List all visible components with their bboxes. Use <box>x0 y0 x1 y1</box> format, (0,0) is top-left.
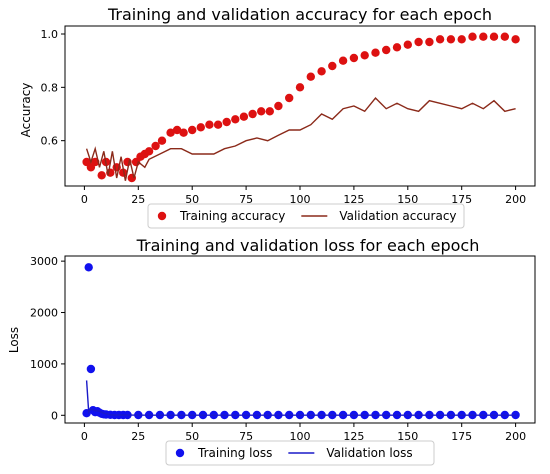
data-point <box>151 141 160 151</box>
data-point <box>328 61 337 71</box>
data-point <box>446 35 456 44</box>
chart-title: Training and validation accuracy for eac… <box>107 5 492 24</box>
data-point <box>360 51 369 60</box>
x-tick-label: 0 <box>81 193 88 206</box>
data-point <box>295 83 305 92</box>
x-tick-label: 100 <box>290 430 311 443</box>
chart-title: Training and validation loss for each ep… <box>136 236 480 255</box>
x-tick-label: 175 <box>451 430 472 443</box>
y-tick-label: 1000 <box>30 358 58 371</box>
y-axis-label: Loss <box>7 327 21 353</box>
legend-marker <box>175 448 185 458</box>
data-point <box>172 125 182 135</box>
y-tick-label: 0 <box>51 409 58 422</box>
y-axis-label: Accuracy <box>19 83 33 138</box>
series-group <box>82 263 520 420</box>
data-point <box>157 136 167 145</box>
data-point <box>86 364 96 374</box>
data-point <box>257 107 266 116</box>
y-tick-label: 0.6 <box>41 135 59 148</box>
data-point <box>457 35 466 44</box>
data-point <box>231 115 240 124</box>
data-point <box>371 48 380 57</box>
data-point <box>119 168 128 177</box>
x-tick-label: 200 <box>505 430 526 443</box>
data-point <box>392 43 402 52</box>
data-point <box>317 67 326 76</box>
data-point <box>414 37 423 47</box>
legend-label: Validation loss <box>326 446 412 460</box>
x-tick-label: 25 <box>131 193 145 206</box>
loss-chart: Training and validation loss for each ep… <box>7 236 536 466</box>
legend-marker <box>157 211 167 221</box>
data-point <box>213 120 223 129</box>
accuracy-chart: Training and validation accuracy for eac… <box>19 5 536 229</box>
legend-label: Training loss <box>197 446 272 460</box>
data-point <box>179 128 188 137</box>
data-point <box>349 53 359 63</box>
x-tick-label: 200 <box>505 193 526 206</box>
data-point <box>205 120 214 129</box>
data-point <box>382 45 391 55</box>
data-point <box>285 93 294 103</box>
data-point <box>500 32 509 41</box>
data-point <box>435 35 445 44</box>
x-tick-label: 50 <box>185 430 199 443</box>
x-tick-label: 100 <box>290 193 311 206</box>
x-tick-label: 175 <box>451 193 472 206</box>
data-point <box>265 107 274 116</box>
data-point <box>84 263 93 272</box>
legend: Training accuracy Validation accuracy <box>147 203 465 229</box>
x-tick-label: 125 <box>343 193 364 206</box>
data-point <box>425 37 434 47</box>
series-line <box>85 380 516 416</box>
legend: Training loss Validation loss <box>165 440 435 466</box>
x-tick-label: 150 <box>397 193 418 206</box>
data-point <box>248 109 257 119</box>
x-tick-label: 50 <box>185 193 199 206</box>
series-line <box>85 96 516 181</box>
x-tick-label: 75 <box>239 193 253 206</box>
data-point <box>468 32 477 41</box>
data-point <box>274 101 283 111</box>
x-tick-label: 150 <box>397 430 418 443</box>
data-point <box>222 117 231 127</box>
data-point <box>479 32 488 41</box>
data-point <box>306 72 315 81</box>
data-point <box>166 128 175 137</box>
legend-label: Training accuracy <box>179 209 285 223</box>
data-point <box>511 35 520 44</box>
x-tick-label: 75 <box>239 430 253 443</box>
y-tick-label: 0.8 <box>41 81 59 94</box>
data-point <box>338 56 348 65</box>
y-tick-label: 3000 <box>30 255 58 268</box>
y-tick-label: 1.0 <box>41 28 59 41</box>
x-tick-label: 125 <box>343 430 364 443</box>
data-point <box>144 147 154 156</box>
plot-area <box>64 255 536 424</box>
series-group <box>82 32 520 183</box>
data-point <box>97 171 106 180</box>
x-tick-label: 25 <box>131 430 145 443</box>
legend-label: Validation accuracy <box>339 209 456 223</box>
x-tick-label: 0 <box>81 430 88 443</box>
y-tick-label: 2000 <box>30 307 58 320</box>
axis-ticks: 0 25 50 75 100 125 150 175 200 0.6 0.8 1.0 <box>41 28 527 206</box>
data-point <box>188 125 197 135</box>
data-point <box>489 32 499 41</box>
data-point <box>403 40 412 49</box>
data-point <box>239 112 249 121</box>
data-point <box>196 123 205 132</box>
